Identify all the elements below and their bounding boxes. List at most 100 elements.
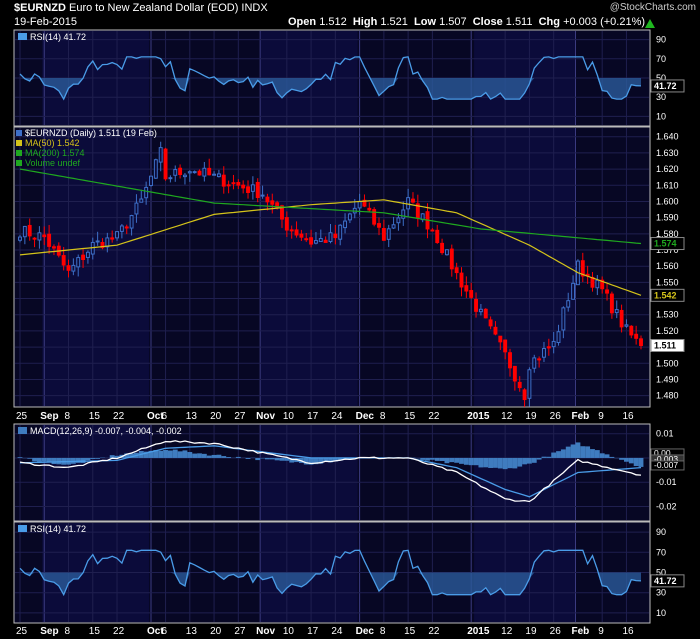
macd-histogram-bar — [507, 457, 513, 469]
candle-body — [27, 224, 32, 237]
y-tick-label: 1.590 — [656, 213, 679, 223]
candle-body — [328, 232, 333, 243]
macd-value-box — [650, 460, 685, 471]
candle-body — [561, 307, 566, 331]
candle-body — [85, 251, 90, 258]
rsi-bottom-value-label: 41.72 — [654, 576, 677, 586]
rsi-bottom-line — [19, 549, 642, 597]
change-value: +0.003 (+0.21%) — [563, 16, 646, 28]
macd-histogram-bar — [599, 453, 605, 458]
candle-body — [624, 324, 629, 327]
macd-histogram-bar — [512, 457, 518, 469]
macd-histogram-bar — [585, 446, 591, 458]
candle-body — [411, 198, 415, 203]
candle-body — [381, 228, 386, 241]
macd-histogram-bar — [526, 457, 532, 464]
candle-body — [313, 240, 318, 244]
x-tick-label: 24 — [331, 411, 343, 422]
candle-body — [270, 200, 275, 205]
macd-histogram-bar — [124, 453, 130, 458]
x-tick-label: 25 — [16, 626, 28, 637]
symbol: $EURNZD — [14, 2, 66, 14]
macd-value-label: -0.003 — [654, 454, 678, 464]
macd-histogram-bar — [531, 457, 537, 463]
y-tick-label: 30 — [656, 588, 666, 598]
price-value-label: 1.511 — [654, 340, 676, 350]
x-tick-label: Nov — [256, 411, 275, 422]
candle-body — [493, 326, 498, 335]
macd-histogram-bar — [17, 457, 23, 458]
candle-body — [634, 333, 639, 339]
candle-body — [333, 233, 338, 239]
rsi-bottom-title: RSI(14) 41.72 — [30, 524, 86, 534]
x-tick-label: 10 — [283, 626, 295, 637]
macd-histogram-bar — [624, 457, 629, 462]
macd-histogram-bar — [284, 457, 290, 461]
high-value: 1.521 — [380, 16, 408, 28]
macd-histogram-bar — [211, 454, 217, 458]
candle-body — [149, 175, 153, 187]
candle-body — [221, 174, 226, 187]
y-tick-label: 1.580 — [656, 229, 679, 239]
candle-body — [187, 171, 192, 174]
legend-label: MA(200) 1.574 — [25, 148, 85, 158]
rsi-top-legend-icon — [18, 33, 27, 40]
macd-histogram-bar — [454, 457, 460, 463]
candle-body — [503, 339, 508, 353]
candle-body — [546, 346, 551, 349]
rsi-top-line — [19, 56, 642, 101]
x-tick-label: 26 — [550, 411, 562, 422]
candle-body — [95, 240, 100, 243]
candle-body — [609, 293, 614, 314]
candle-body — [357, 200, 362, 209]
candle-body — [153, 159, 158, 179]
rsi-bottom-legend-icon — [18, 525, 27, 532]
legend-swatch — [16, 160, 22, 166]
x-tick-label: 24 — [331, 626, 343, 637]
y-tick-label: 1.520 — [656, 326, 679, 336]
rsi-top-title: RSI(14) 41.72 — [30, 32, 86, 42]
x-tick-label: 17 — [307, 626, 319, 637]
x-tick-label: 19 — [525, 626, 537, 637]
macd-histogram-bar — [167, 450, 173, 458]
candle-body — [323, 239, 328, 243]
candle-body — [32, 237, 37, 240]
candle-body — [454, 267, 459, 274]
macd-value-label: -0.007 — [654, 460, 678, 470]
x-tick-label: 26 — [550, 626, 562, 637]
macd-histogram-bar — [502, 457, 508, 470]
candle-body — [406, 197, 411, 210]
legend-label: $EURNZD (Daily) 1.511 (19 Feb) — [25, 128, 157, 138]
candle-body — [163, 148, 168, 180]
macd-histogram-bar — [192, 453, 198, 458]
macd-histogram-bar — [570, 444, 576, 458]
ma50-value-label-box — [650, 288, 685, 302]
candle-body — [488, 319, 493, 327]
exchange: INDX — [241, 2, 268, 14]
candle-body — [246, 186, 250, 193]
candle-body — [522, 389, 527, 401]
macd-value-label: 0.00 — [654, 448, 671, 458]
x-tick-label: 19 — [525, 411, 537, 422]
candle-body — [255, 181, 260, 199]
candle-body — [124, 226, 129, 229]
y-tick-label: 1.560 — [656, 261, 679, 271]
macd-histogram-bar — [633, 457, 639, 467]
x-tick-label: 22 — [113, 411, 125, 422]
rsi-top-value-label-box — [650, 79, 685, 93]
legend-label: MA(50) 1.542 — [25, 138, 80, 148]
candle-body — [614, 309, 619, 314]
x-tick-label: 15 — [89, 411, 101, 422]
candle-body — [37, 232, 42, 241]
candle-body — [265, 196, 270, 203]
candle-body — [202, 167, 207, 177]
macd-histogram-bar — [638, 457, 644, 467]
x-tick-label: 22 — [113, 626, 125, 637]
month-band — [42, 128, 149, 406]
candle-body — [580, 260, 585, 277]
y-tick-label: 50 — [656, 73, 666, 83]
candle-body — [280, 205, 284, 220]
candle-body — [207, 167, 212, 176]
ma200-line — [19, 168, 642, 245]
macd-histogram-bar — [473, 457, 479, 466]
